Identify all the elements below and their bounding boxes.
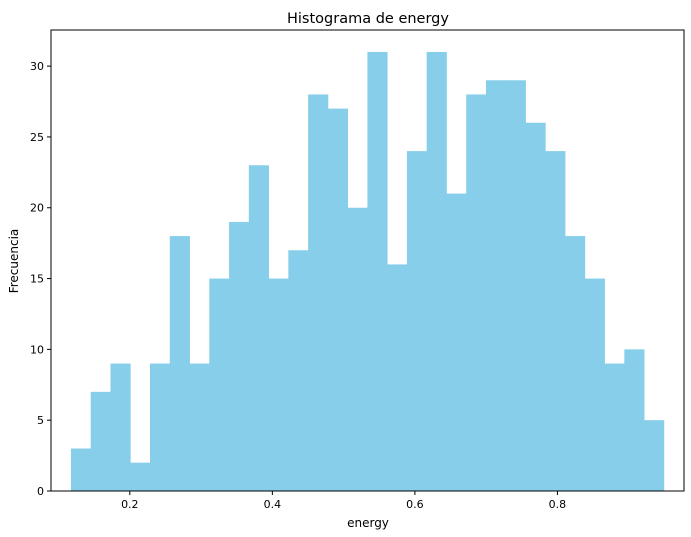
histogram-bar — [466, 94, 487, 491]
histogram-bar — [387, 264, 408, 491]
y-axis-label: Frecuencia — [7, 229, 21, 294]
y-tick-label: 0 — [37, 485, 44, 498]
chart-title: Histograma de energy — [287, 11, 449, 27]
x-axis-label: energy — [347, 516, 389, 530]
y-tick-label: 20 — [30, 202, 44, 215]
histogram-bar — [169, 236, 190, 491]
histogram-bar — [367, 51, 388, 491]
histogram-bar — [189, 363, 210, 491]
histogram-bar — [565, 236, 586, 491]
y-tick-label: 15 — [30, 273, 44, 286]
bars-group — [70, 51, 665, 492]
y-tick-label: 25 — [30, 131, 44, 144]
histogram-bar — [268, 278, 289, 491]
histogram-bar — [624, 349, 645, 491]
histogram-bar — [485, 80, 507, 492]
histogram-bar — [70, 448, 92, 491]
histogram-bar — [229, 221, 250, 491]
x-axis-ticks: 0.2 0.4 0.6 0.8 — [121, 491, 566, 511]
histogram-bar — [150, 363, 171, 491]
x-tick-label: 0.4 — [264, 498, 282, 511]
histogram-bar — [525, 122, 546, 491]
y-tick-label: 10 — [30, 343, 44, 356]
histogram-bar — [406, 151, 428, 491]
histogram-bar — [426, 51, 447, 491]
histogram-bar — [110, 363, 131, 491]
histogram-bar — [90, 391, 111, 491]
x-tick-label: 0.8 — [549, 498, 567, 511]
histogram-bar — [248, 165, 269, 491]
histogram-bar — [327, 108, 349, 491]
histogram-bar — [347, 207, 368, 491]
plot-frame — [50, 29, 685, 492]
histogram-bar — [584, 278, 605, 491]
histogram-bar — [545, 151, 566, 491]
histogram-bar — [604, 363, 625, 491]
histogram-bar — [505, 80, 526, 492]
y-tick-label: 5 — [37, 414, 44, 427]
histogram-bar — [644, 420, 665, 491]
x-tick-label: 0.6 — [406, 498, 424, 511]
histogram-bar — [446, 193, 467, 492]
x-tick-label: 0.2 — [121, 498, 139, 511]
histogram-bar — [308, 94, 329, 491]
histogram-bar — [209, 278, 230, 491]
histogram-bar — [288, 250, 309, 491]
y-axis-ticks: 0 5 10 15 20 25 30 — [30, 60, 51, 498]
y-tick-label: 30 — [30, 60, 44, 73]
histogram-bar — [130, 462, 151, 491]
